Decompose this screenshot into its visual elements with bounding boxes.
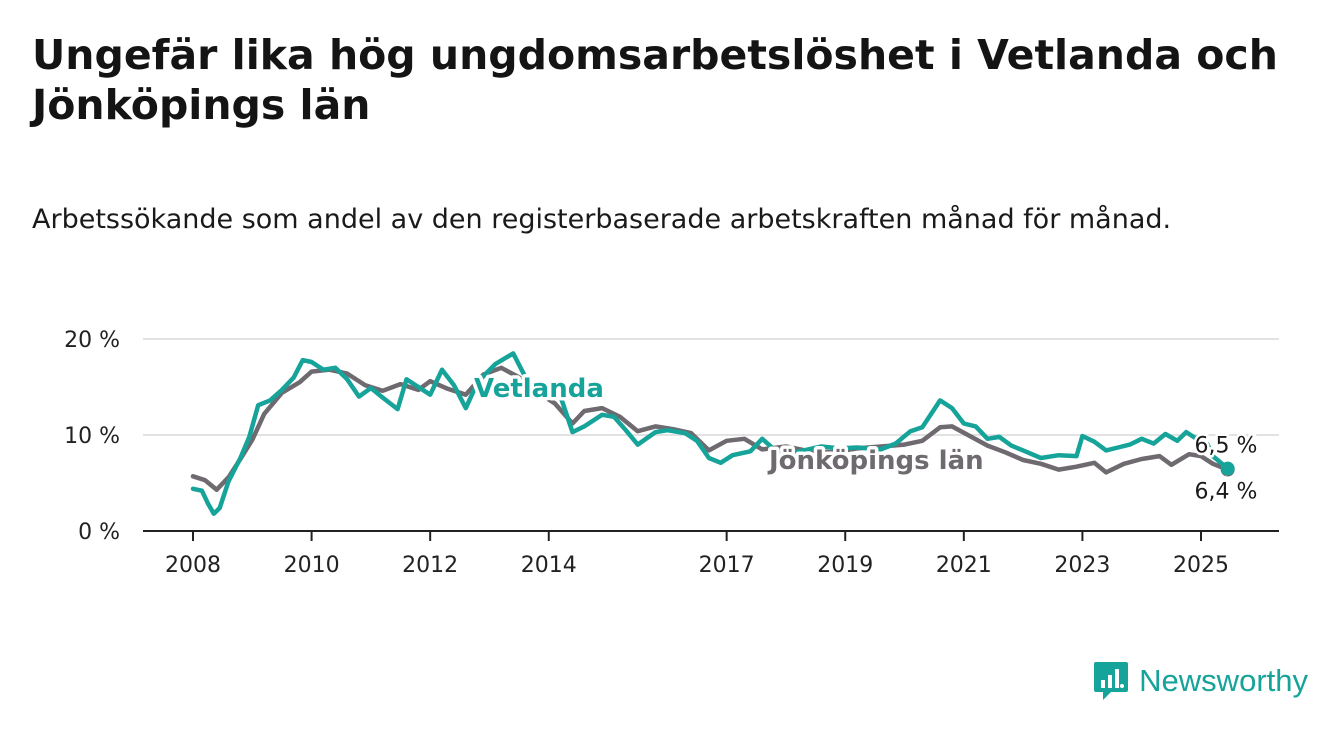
brand-name: Newsworthy bbox=[1139, 663, 1308, 698]
x-tick-label: 2019 bbox=[817, 553, 873, 578]
series-label: Jönköpings län bbox=[767, 446, 984, 476]
end-point-vetlanda bbox=[1220, 461, 1235, 476]
brand: Newsworthy bbox=[1093, 660, 1308, 702]
series-line-vetlanda bbox=[190, 351, 1230, 516]
chart-subtitle: Arbetssökande som andel av den registerb… bbox=[32, 204, 1172, 235]
x-tick-label: 2025 bbox=[1173, 553, 1229, 578]
line-chart: Vetlanda Jönköpings län 6,4 % 6,5 % 0 % 10 %… bbox=[64, 328, 1279, 578]
x-tick-label: 2017 bbox=[699, 553, 755, 578]
x-tick-label: 2014 bbox=[521, 553, 577, 578]
end-value-label: 6,4 % bbox=[1195, 480, 1258, 505]
x-tick-label: 2010 bbox=[284, 553, 340, 578]
y-tick-label: 0 % bbox=[78, 520, 120, 545]
chart-title: Ungefär lika hög ungdomsarbetslöshet i V… bbox=[32, 31, 1278, 129]
end-value-label: 6,5 % bbox=[1195, 434, 1258, 459]
y-tick-label: 20 % bbox=[64, 328, 120, 353]
series-label: Vetlanda bbox=[474, 374, 604, 404]
y-tick-label: 10 % bbox=[64, 424, 120, 449]
x-tick-label: 2023 bbox=[1054, 553, 1110, 578]
x-tick-label: 2021 bbox=[936, 553, 992, 578]
series-line-jönköpings-län bbox=[190, 365, 1230, 492]
x-tick-label: 2012 bbox=[402, 553, 458, 578]
bar-chart-bubble-icon bbox=[1094, 662, 1129, 700]
x-tick-label: 2008 bbox=[165, 553, 221, 578]
